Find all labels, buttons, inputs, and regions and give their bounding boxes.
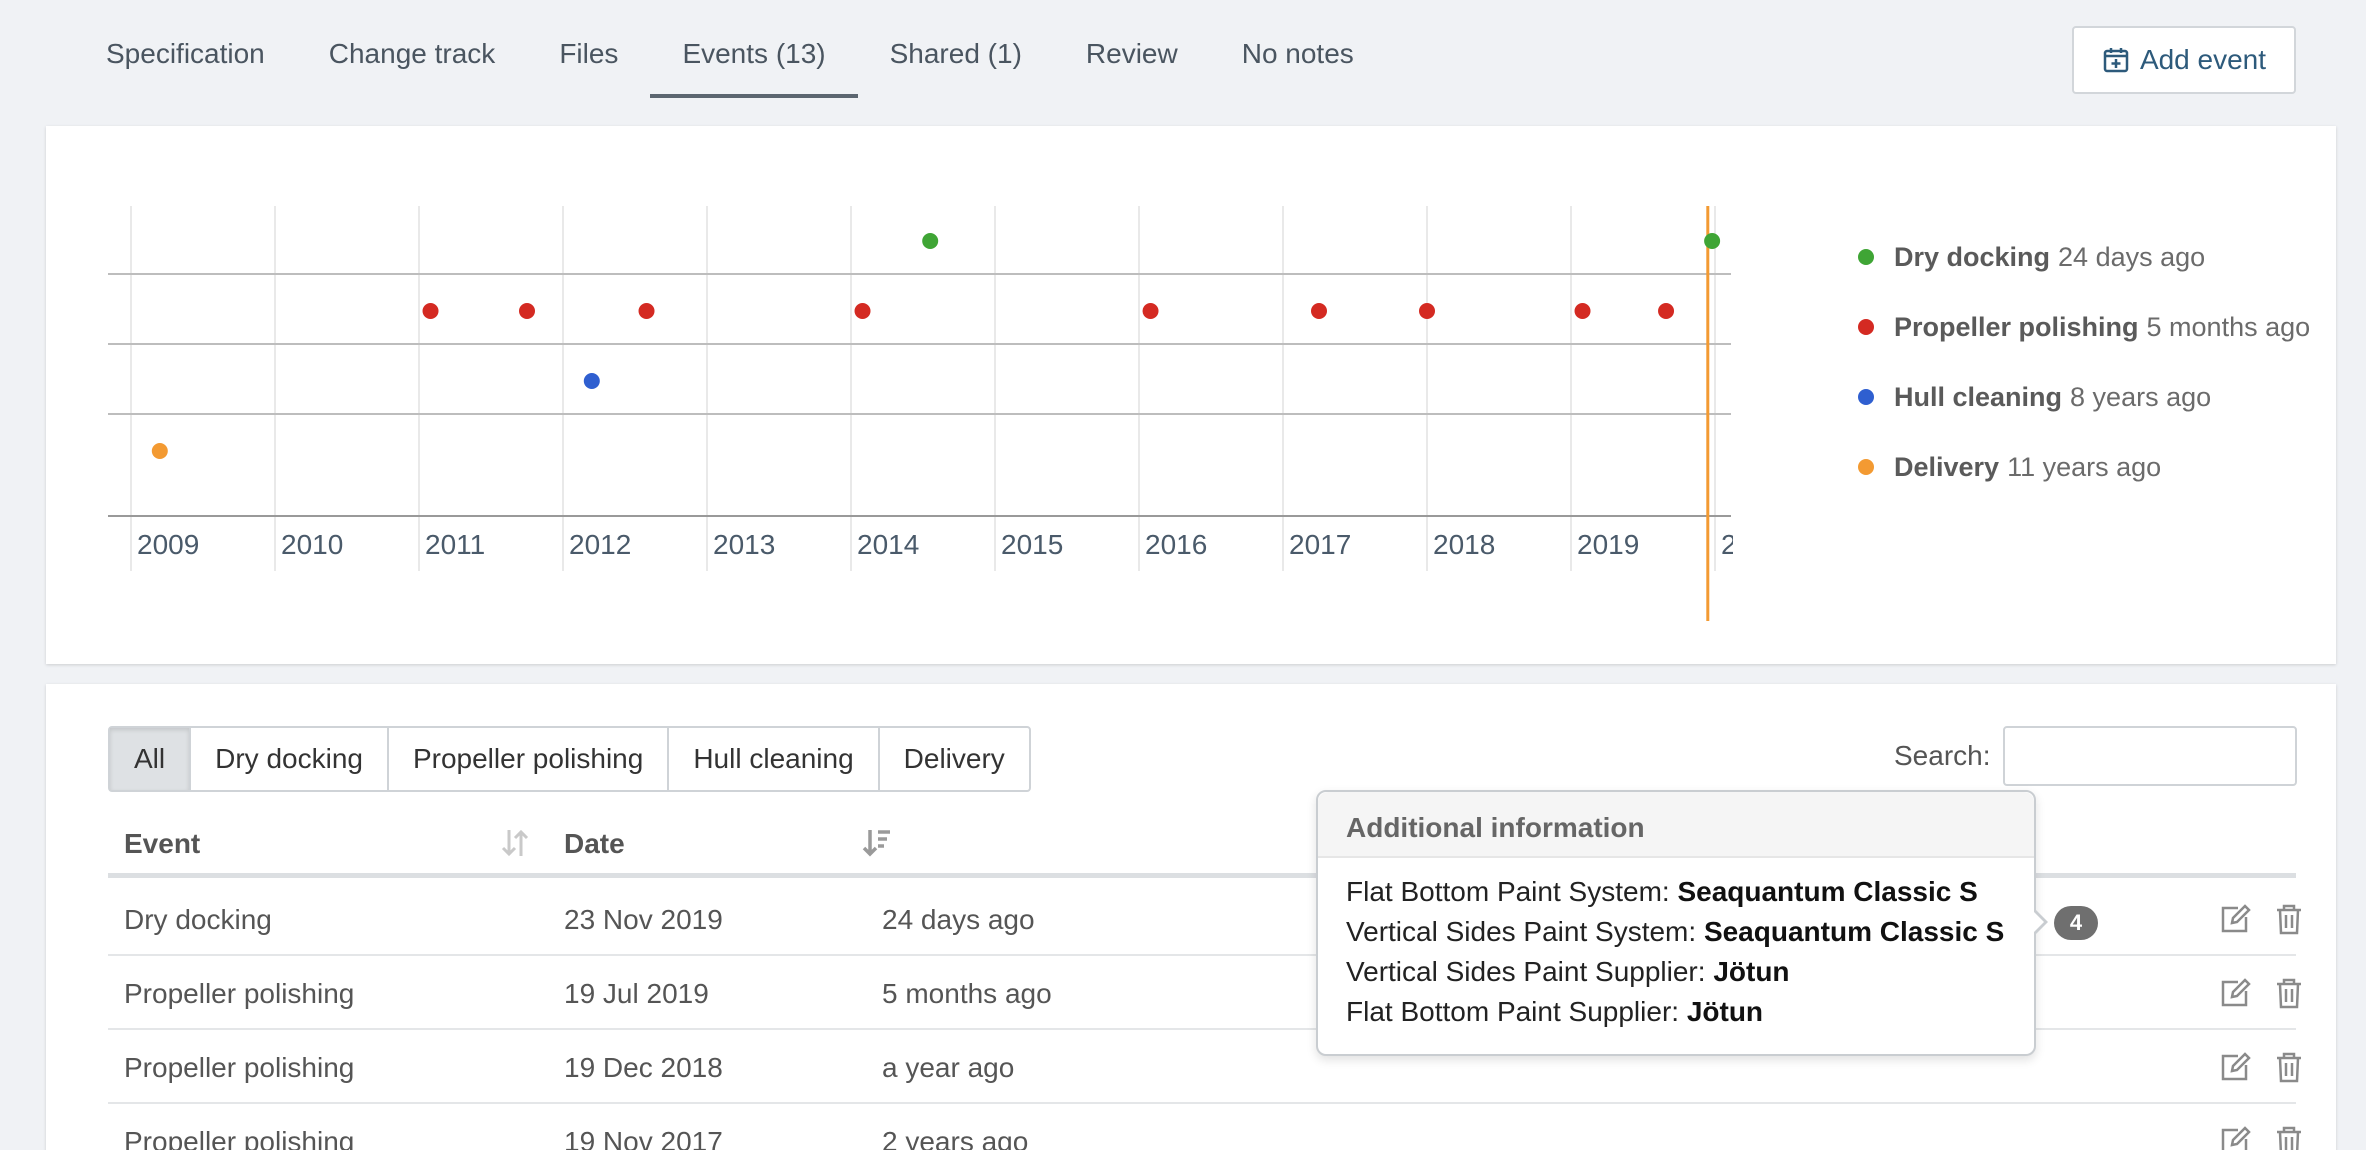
tab-events[interactable]: Events (13) — [650, 20, 858, 98]
year-tick-label: 2017 — [1289, 529, 1351, 560]
filter-propeller-polishing[interactable]: Propeller polishing — [389, 728, 670, 790]
legend-item: Delivery 11 years ago — [1858, 432, 2310, 502]
table-row[interactable]: Dry docking 23 Nov 2019 24 days ago — [108, 882, 2301, 956]
event-point-delivery — [151, 443, 168, 459]
cell-ago: 24 days ago — [882, 904, 1035, 935]
event-point-propeller-polishing — [638, 303, 655, 319]
event-point-propeller-polishing — [422, 303, 439, 319]
year-tick-label: 2018 — [1433, 529, 1495, 560]
legend-item: Dry docking 24 days ago — [1858, 222, 2310, 292]
column-header-date[interactable]: Date — [564, 828, 625, 859]
event-point-propeller-polishing — [1142, 303, 1159, 319]
tab-change-track[interactable]: Change track — [328, 38, 496, 69]
timeline-panel: 2009 2010 2011 2012 2013 2014 2015 2016 2017 2018… — [46, 126, 2336, 664]
popover-line: Vertical Sides Paint Supplier: Jötun — [1346, 956, 1790, 987]
popover-title: Additional information — [1318, 792, 2034, 858]
popover-line: Vertical Sides Paint System: Seaquantum … — [1346, 916, 2005, 947]
edit-icon[interactable] — [2218, 1050, 2252, 1084]
legend-dot-dry-docking — [1858, 249, 1874, 265]
event-point-propeller-polishing — [519, 303, 535, 319]
tab-bar: Specification Change track Files Events … — [74, 20, 1386, 98]
cell-event: Propeller polishing — [124, 978, 355, 1009]
table-row[interactable]: Propeller polishing 19 Dec 2018 a year a… — [108, 1030, 2301, 1104]
table-header: Event Date — [108, 808, 2296, 878]
legend-dot-propeller-polishing — [1858, 319, 1874, 335]
cell-event: Propeller polishing — [124, 1052, 355, 1083]
cell-ago: 5 months ago — [882, 978, 1052, 1009]
event-point-propeller-polishing — [854, 303, 871, 319]
year-tick-label: 2011 — [425, 529, 485, 560]
trash-icon[interactable] — [2272, 1050, 2306, 1084]
event-point-propeller-polishing — [1311, 303, 1327, 319]
axis-mask — [1733, 516, 1793, 576]
timeline-legend: Dry docking 24 days ago Propeller polishi… — [1858, 222, 2310, 502]
year-tick-label: 2012 — [569, 529, 631, 560]
cell-event: Dry docking — [124, 904, 272, 935]
trash-icon[interactable] — [2272, 902, 2306, 936]
timeline-chart: 2009 2010 2011 2012 2013 2014 2015 2016 2017 2018… — [108, 206, 1793, 621]
edit-icon[interactable] — [2218, 1124, 2252, 1150]
search-input[interactable] — [2002, 726, 2297, 786]
cell-ago: 2 years ago — [882, 1126, 1029, 1150]
event-point-propeller-polishing — [1419, 303, 1435, 319]
legend-item: Hull cleaning 8 years ago — [1858, 362, 2310, 432]
calendar-plus-icon — [2103, 48, 2129, 73]
trash-icon[interactable] — [2272, 976, 2306, 1010]
event-point-dry-docking — [922, 233, 939, 249]
year-tick-label: 2019 — [1577, 529, 1639, 560]
year-tick-label: 2013 — [713, 529, 775, 560]
tab-files[interactable]: Files — [559, 38, 619, 69]
edit-icon[interactable] — [2218, 902, 2252, 936]
popover-line: Flat Bottom Paint Supplier: Jötun — [1346, 996, 1764, 1027]
year-tick-label: 2 — [1721, 529, 1737, 560]
trash-icon[interactable] — [2272, 1124, 2306, 1150]
filter-hull-cleaning[interactable]: Hull cleaning — [669, 728, 880, 790]
additional-info-popover: Additional information Flat Bottom Paint… — [1316, 790, 2036, 1056]
year-tick-label: 2016 — [1145, 529, 1207, 560]
event-point-propeller-polishing — [1658, 303, 1675, 319]
popover-body: Flat Bottom Paint System: Seaquantum Cla… — [1318, 858, 2034, 1036]
search-box: Search: — [1894, 726, 2297, 786]
edit-icon[interactable] — [2218, 976, 2252, 1010]
search-label: Search: — [1894, 740, 1991, 771]
year-tick-label: 2014 — [857, 529, 919, 560]
cell-date: 23 Nov 2019 — [564, 904, 723, 935]
info-count-badge[interactable]: 4 — [2054, 906, 2098, 940]
year-tick-label: 2010 — [281, 529, 343, 560]
sort-both-icon[interactable] — [500, 826, 530, 860]
add-event-button[interactable]: Add event — [2072, 26, 2296, 94]
tab-specification[interactable]: Specification — [106, 38, 265, 69]
column-header-event[interactable]: Event — [124, 828, 201, 859]
year-tick-label: 2009 — [137, 529, 199, 560]
event-point-dry-docking — [1704, 233, 1721, 249]
legend-dot-hull-cleaning — [1858, 389, 1874, 405]
table-row[interactable]: Propeller polishing 19 Jul 2019 5 months… — [108, 956, 2301, 1030]
filter-dry-docking[interactable]: Dry docking — [191, 728, 389, 790]
table-row[interactable]: Propeller polishing 19 Nov 2017 2 years … — [108, 1104, 2301, 1150]
filter-all[interactable]: All — [110, 728, 192, 790]
cell-event: Propeller polishing — [124, 1126, 355, 1150]
event-filter-group: All Dry docking Propeller polishing Hull… — [108, 726, 1031, 792]
cell-ago: a year ago — [882, 1052, 1015, 1083]
cell-date: 19 Dec 2018 — [564, 1052, 723, 1083]
event-point-propeller-polishing — [1574, 303, 1591, 319]
popover-line: Flat Bottom Paint System: Seaquantum Cla… — [1346, 876, 1978, 907]
add-event-label: Add event — [2139, 44, 2267, 75]
cell-date: 19 Jul 2019 — [564, 978, 709, 1009]
popover-arrow-inner — [2032, 910, 2044, 934]
filter-delivery[interactable]: Delivery — [903, 743, 1005, 774]
legend-item: Propeller polishing 5 months ago — [1858, 292, 2310, 362]
sort-descending-icon[interactable] — [862, 826, 892, 860]
event-point-hull-cleaning — [583, 373, 600, 389]
legend-dot-delivery — [1858, 459, 1874, 475]
year-tick-label: 2015 — [1001, 529, 1063, 560]
cell-date: 19 Nov 2017 — [564, 1126, 723, 1150]
tab-shared[interactable]: Shared (1) — [889, 38, 1022, 69]
tab-review[interactable]: Review — [1085, 38, 1178, 69]
tab-no-notes[interactable]: No notes — [1241, 38, 1354, 69]
